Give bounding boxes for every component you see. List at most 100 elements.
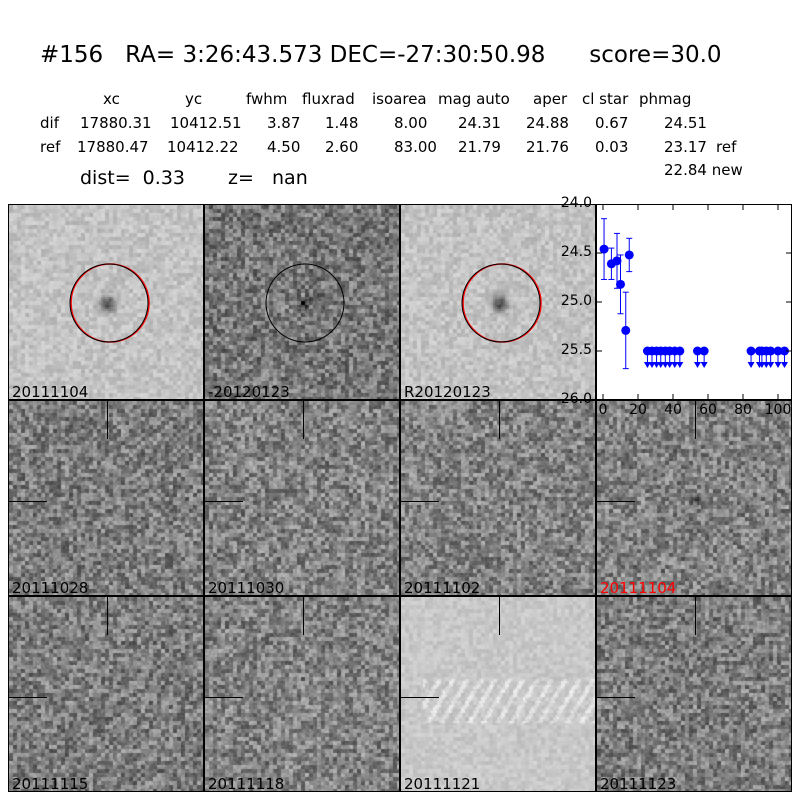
- y-tick-label: 24.0: [560, 195, 592, 211]
- column-header: yc: [185, 90, 203, 108]
- upper-limit-arrowhead: [747, 362, 755, 368]
- crosshair-vertical-tick: [107, 401, 108, 439]
- crosshair-horizontal-tick: [401, 697, 439, 698]
- table-cell: 0.03: [595, 138, 629, 156]
- image-stamp: 20111104: [596, 400, 792, 596]
- data-point: [612, 256, 622, 266]
- column-header: phmag: [639, 90, 692, 108]
- table-cell: 10412.22: [167, 138, 239, 156]
- upper-limit-arrowhead: [666, 362, 674, 368]
- table-cell: 10412.51: [170, 114, 242, 132]
- upper-limit-arrowhead: [661, 362, 669, 368]
- image-stamp: 20111115: [8, 596, 204, 792]
- upper-limit-arrowhead: [643, 362, 651, 368]
- stamp-date-label: R20120123: [404, 383, 491, 400]
- table-cell: 83.00: [394, 138, 437, 156]
- image-stamp: -20120123: [204, 204, 400, 400]
- upper-limit-point: [746, 346, 756, 356]
- image-stamp: 20111118: [204, 596, 400, 792]
- table-cell: 24.51: [664, 114, 707, 132]
- crosshair-vertical-tick: [107, 597, 108, 635]
- table-cell: 21.79: [458, 138, 501, 156]
- stamp-date-label: 20111104: [12, 383, 89, 400]
- crosshair-vertical-tick: [499, 597, 500, 635]
- stamp-date-label: 20111123: [600, 775, 677, 792]
- y-tick-label: 25.5: [560, 342, 592, 358]
- crosshair-horizontal-tick: [401, 501, 439, 502]
- table-cell: 24.31: [458, 114, 501, 132]
- column-header: xc: [103, 90, 120, 108]
- upper-limit-arrowhead: [700, 362, 708, 368]
- table-cell: 8.00: [394, 114, 428, 132]
- column-header: isoarea: [372, 90, 427, 108]
- table-cell: 23.17: [664, 138, 707, 156]
- crosshair-horizontal-tick: [205, 501, 243, 502]
- upper-limit-arrowhead: [780, 362, 788, 368]
- upper-limit-point: [766, 346, 776, 356]
- table-cell: 0.67: [595, 114, 629, 132]
- upper-limit-point: [693, 346, 702, 356]
- redshift-value: z= nan: [228, 167, 308, 189]
- x-tick-label: 80: [734, 402, 752, 418]
- crosshair-horizontal-tick: [205, 697, 243, 698]
- phmag-new: 22.84 new: [664, 161, 743, 179]
- y-tick-label: 25.0: [560, 293, 592, 309]
- table-cell: 17880.31: [80, 114, 152, 132]
- dist-value: dist= 0.33: [80, 167, 185, 189]
- crosshair-horizontal-tick: [9, 697, 47, 698]
- stamp-date-label: 20111102: [404, 579, 481, 596]
- image-stamp: 20111030: [204, 400, 400, 596]
- upper-limit-arrowhead: [676, 362, 684, 368]
- aperture-circle-icon: [69, 263, 150, 343]
- x-tick-label: 40: [664, 402, 682, 418]
- table-cell: 21.76: [526, 138, 569, 156]
- image-stamp: 20111121: [400, 596, 596, 792]
- upper-limit-arrowhead: [648, 362, 656, 368]
- figure-title: #156 RA= 3:26:43.573 DEC=-27:30:50.98 sc…: [40, 42, 722, 68]
- image-stamp: 20111104: [8, 204, 204, 400]
- column-header: cl star: [582, 90, 629, 108]
- upper-limit-point: [699, 346, 709, 356]
- upper-limit-arrowhead: [694, 362, 701, 368]
- column-header: fwhm: [246, 90, 288, 108]
- aperture-circle-icon: [461, 263, 542, 343]
- image-stamp: 20111123: [596, 596, 792, 792]
- upper-limit-point: [779, 346, 789, 356]
- data-point: [616, 279, 625, 289]
- y-tick-label: 26.0: [560, 391, 592, 407]
- row-label: dif: [40, 114, 59, 132]
- stamp-date-label: -20120123: [208, 383, 290, 400]
- crosshair-vertical-tick: [499, 401, 500, 439]
- upper-limit-arrowhead: [767, 362, 775, 368]
- crosshair-horizontal-tick: [9, 501, 47, 502]
- y-tick-label: 24.5: [560, 244, 592, 260]
- x-tick-label: 100: [764, 402, 792, 418]
- stamp-date-label: 20111115: [12, 775, 89, 792]
- x-tick-label: 0: [598, 402, 608, 418]
- row-suffix: ref: [716, 138, 737, 156]
- upper-limit-arrowhead: [657, 362, 665, 368]
- image-stamp: 20111102: [400, 400, 596, 596]
- stamp-date-label: 20111118: [208, 775, 285, 792]
- image-stamp: R20120123: [400, 204, 596, 400]
- upper-limit-point: [675, 346, 685, 356]
- table-cell: 24.88: [526, 114, 569, 132]
- table-cell: 4.50: [267, 138, 301, 156]
- light-curve-plot: [596, 204, 792, 400]
- column-header: fluxrad: [302, 90, 355, 108]
- stamp-date-label: 20111030: [208, 579, 285, 596]
- data-point: [621, 325, 631, 335]
- upper-limit-arrowhead: [774, 362, 782, 368]
- table-cell: 2.60: [325, 138, 359, 156]
- table-cell: 3.87: [267, 114, 301, 132]
- table-cell: 17880.47: [77, 138, 149, 156]
- upper-limit-point: [773, 346, 783, 356]
- table-cell: 1.48: [325, 114, 359, 132]
- crosshair-horizontal-tick: [597, 501, 635, 502]
- stamp-date-label: 20111121: [404, 775, 481, 792]
- crosshair-vertical-tick: [695, 401, 696, 439]
- crosshair-vertical-tick: [303, 401, 304, 439]
- x-tick-label: 20: [629, 402, 647, 418]
- column-header: mag auto: [438, 90, 510, 108]
